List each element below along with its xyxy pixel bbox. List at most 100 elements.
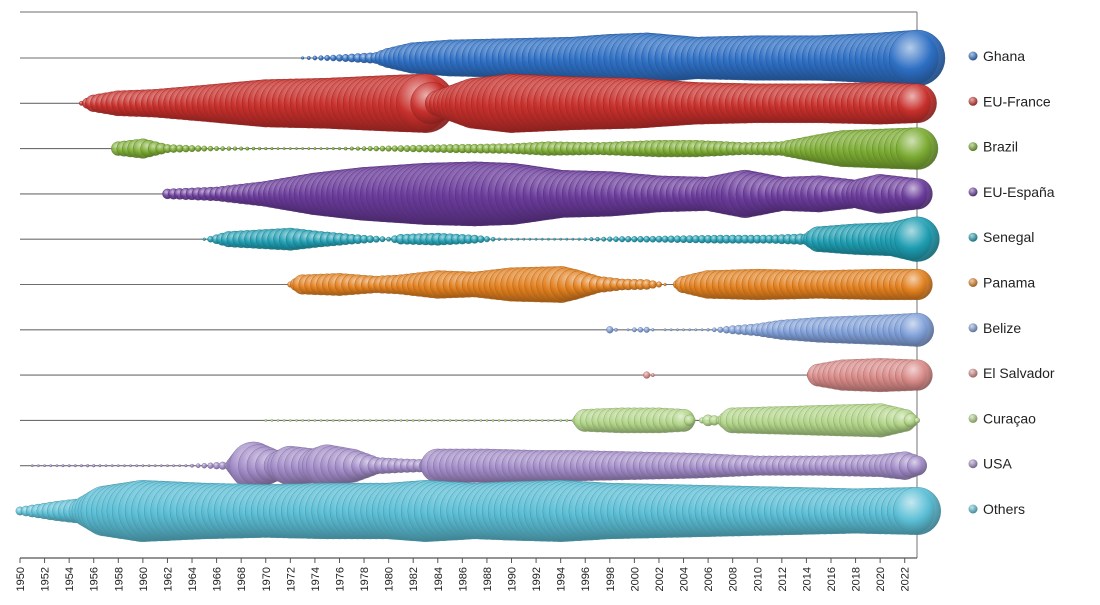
bubble-point [372,235,380,243]
bubble-point [528,237,532,241]
series-others [15,480,942,543]
bubble-point [901,268,933,301]
bubble-point [270,418,274,422]
legend-marker [968,504,978,514]
bubble-point [194,145,202,152]
bubble-point [55,464,59,468]
bubble-point [301,418,304,422]
bubble-point [92,464,96,468]
bubble-layer [15,29,946,543]
legend-label: Others [983,501,1025,517]
bubble-point [110,464,114,468]
x-tick-label: 2016 [826,567,838,591]
bubble-point [483,236,490,243]
bubble-point [717,326,724,333]
series-belize [606,312,935,347]
bubble-point [220,146,225,151]
x-tick-label: 1984 [433,567,445,591]
x-tick-label: 2000 [629,567,641,591]
bubble-point [650,373,655,377]
bubble-point [907,455,928,476]
x-tick-label: 1954 [64,567,76,591]
bubble-point [553,418,556,422]
bubble-point [547,237,550,241]
legend-label: Brazil [983,139,1018,155]
bubble-point [135,464,139,468]
bubble-point [490,236,496,242]
bubble-point [411,418,415,422]
bubble-point [661,235,669,243]
bubble-point [655,235,663,243]
bubble-point [694,328,698,332]
bubble-point [245,146,250,151]
bubble-point [355,146,360,151]
bubble-point [257,146,262,151]
bubble-point [510,418,513,422]
bubble-point [73,464,77,468]
bubble-point [897,83,937,124]
x-tick-label: 2020 [875,567,887,591]
x-tick-label: 1992 [531,567,543,591]
bubble-point [207,145,214,152]
bubble-point [417,418,421,422]
bubble-point [331,418,335,422]
bubble-point [430,418,433,422]
bubble-point [239,146,244,151]
bubble-point [403,145,411,153]
bubble-point [479,418,483,422]
legend-item: El Salvador [968,365,1055,381]
bubble-point [141,464,145,468]
x-tick-label: 1958 [113,567,125,591]
bubble-point [613,236,619,242]
bubble-point [467,418,470,422]
bubble-point [264,418,268,422]
bubble-point [307,147,311,151]
bubble-point [393,418,397,422]
bubble-point [344,418,347,422]
x-tick-label: 1982 [408,567,420,591]
bubble-point [656,281,663,288]
bubble-point [362,418,366,422]
bubble-point [313,147,317,151]
bubble-point [676,328,679,332]
bubble-point [85,464,90,468]
bubble-point [663,282,667,287]
bubble-point [338,418,341,422]
bubble-point [669,328,673,332]
bubble-point [643,235,651,243]
bubble-point [276,418,280,422]
series-eu-france [79,73,937,133]
legend-marker [968,278,978,287]
legend-item: Belize [968,320,1021,336]
bubble-point [497,418,501,422]
x-tick-label: 1952 [40,567,52,591]
bubble-point [448,418,452,422]
bubble-point [226,146,232,151]
bubble-point [901,359,933,391]
bubble-point [195,463,201,469]
bubble-point [368,418,372,422]
bubble-point [116,464,120,468]
bubble-point [379,236,386,243]
x-tick-label: 2012 [777,567,789,591]
bubble-point [374,418,378,422]
bubble-point [325,418,329,422]
bubble-point [387,418,390,422]
legend-label: El Salvador [983,365,1055,381]
bubble-point [648,280,657,289]
bubble-point [282,147,286,151]
bubble-point [424,418,427,422]
bubble-point [540,237,544,241]
x-tick-label: 1976 [334,567,346,591]
series-usa [30,441,928,490]
legend-marker [968,459,978,469]
x-tick-label: 1964 [187,567,199,591]
x-tick-label: 1956 [89,567,101,591]
bubble-point [397,145,405,152]
legend-item: EU-España [968,184,1055,200]
bubble-point [276,147,280,151]
bubble-point [381,418,384,422]
bubble-point [606,326,614,334]
